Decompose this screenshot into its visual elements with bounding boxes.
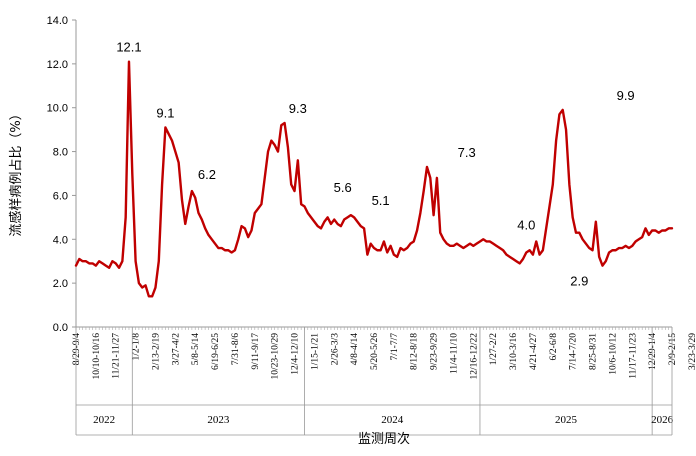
data-label: 2.9 [570, 273, 588, 288]
x-tick-label: 9/23-9/29 [430, 333, 440, 370]
y-axis-title: 流感样病例占比（%） [8, 107, 24, 236]
year-label: 2024 [381, 414, 404, 426]
x-tick-label: 11/4-11/10 [449, 333, 459, 374]
data-label: 5.6 [334, 180, 352, 195]
year-label: 2023 [207, 414, 230, 426]
data-label: 9.1 [156, 105, 174, 120]
x-tick-label: 8/12-8/18 [410, 333, 420, 370]
x-tick-label: 3/10-3/16 [509, 333, 519, 370]
year-label: 2026 [651, 414, 674, 426]
year-labels: 2022 2023 2024 2025 2026 [75, 327, 674, 436]
data-label: 7.3 [458, 145, 476, 160]
x-tick-label: 1/15-1/21 [310, 333, 320, 370]
x-tick-label: 4/21-4/27 [529, 333, 539, 370]
x-tick-label: 10/10-10/16 [92, 333, 102, 380]
x-tick-label: 1/2-1/8 [132, 333, 142, 361]
x-tick-label: 11/17-11/23 [628, 333, 638, 379]
data-label: 5.1 [372, 193, 390, 208]
x-tick-label: 9/11-9/17 [251, 333, 261, 370]
x-tick-label: 4/8-4/14 [350, 333, 360, 365]
x-tick-label: 10/23-10/29 [271, 333, 281, 380]
x-tick-label: 8/29-9/4 [72, 333, 82, 365]
x-tick-label: 2/9-2/15 [668, 333, 678, 365]
x-tick-label: 6/2-6/8 [549, 333, 559, 361]
x-tick-label: 5/8-5/14 [191, 333, 201, 365]
data-label: 9.9 [617, 88, 635, 103]
x-axis-title: 监测周次 [358, 431, 410, 447]
y-tick-label: 14.0 [47, 15, 68, 27]
x-tick-label: 2/13-2/19 [151, 333, 161, 370]
x-tick-label: 7/14-7/20 [569, 333, 579, 370]
x-tick-label: 3/23-3/29 [688, 333, 696, 370]
y-tick-label: 12.0 [47, 59, 68, 71]
series [74, 60, 674, 298]
y-tick-label: 4.0 [53, 234, 68, 246]
y-tick-label: 2.0 [53, 278, 68, 290]
x-tick-label: 2/26-3/3 [330, 333, 340, 365]
x-tick-label: 10/6-10/12 [608, 333, 618, 375]
y-axis-ticks: 0.0 2.0 4.0 6.0 8.0 10.0 12.0 14.0 [47, 15, 76, 334]
year-label: 2022 [93, 414, 115, 426]
y-tick-label: 10.0 [47, 103, 68, 115]
x-tick-label: 3/27-4/2 [171, 333, 181, 365]
y-tick-label: 6.0 [53, 190, 68, 202]
y-tick-label: 8.0 [53, 147, 68, 159]
x-tick-label: 12/4-12/10 [291, 333, 301, 375]
data-label: 6.2 [198, 167, 216, 182]
x-axis-ticks: 8/29-9/4 10/10-10/16 11/21-11/27 1/2-1/8 2/1… [72, 327, 696, 379]
x-tick-label: 8/25-8/31 [589, 333, 599, 370]
x-tick-label: 12/16-12/22 [469, 333, 479, 380]
x-tick-label: 1/27-2/2 [489, 333, 499, 365]
x-tick-label: 7/31-8/6 [231, 333, 241, 365]
series-line-ili-percentage [74, 60, 674, 298]
x-tick-label: 11/21-11/27 [112, 333, 122, 379]
x-tick-label: 7/1-7/7 [390, 333, 400, 361]
year-label: 2025 [555, 414, 578, 426]
data-label: 12.1 [116, 40, 141, 55]
x-tick-label: 6/19-6/25 [211, 333, 221, 370]
data-label: 4.0 [517, 217, 535, 232]
x-tick-label: 5/20-5/26 [370, 333, 380, 370]
data-annotations: 12.19.16.29.35.65.17.34.02.99.94.5 [116, 40, 635, 289]
data-label: 9.3 [289, 101, 307, 116]
y-tick-label: 0.0 [53, 322, 68, 334]
x-tick-label: 12/29-1/4 [648, 333, 658, 370]
